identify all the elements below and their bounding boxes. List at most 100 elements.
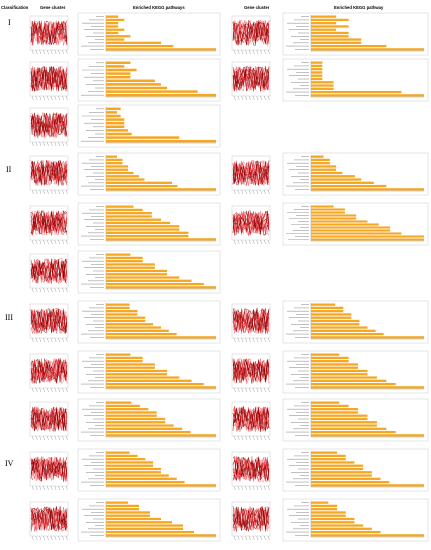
- cluster-line: [30, 508, 68, 531]
- cluster-tick: [54, 535, 57, 541]
- kegg-frame: [282, 152, 429, 196]
- cluster-frame: [231, 205, 271, 241]
- kegg-frame: [282, 350, 429, 394]
- gene-cluster-plot: [231, 303, 271, 343]
- cluster-tick: [39, 95, 42, 101]
- cluster-tick: [241, 387, 244, 393]
- cluster-tick: [46, 49, 49, 55]
- kegg-bar: [106, 484, 216, 487]
- kegg-bar: [106, 379, 192, 382]
- class-label-II: II: [6, 165, 12, 174]
- cluster-line: [232, 358, 270, 383]
- kegg-bar: [311, 451, 338, 454]
- cluster-tick: [39, 435, 42, 441]
- kegg-bar: [106, 118, 125, 121]
- kegg-bar: [106, 225, 180, 228]
- kegg-bar: [106, 28, 125, 31]
- kegg-bar: [106, 319, 146, 323]
- kegg-bar: [106, 269, 168, 273]
- cluster-tick: [248, 337, 251, 343]
- cluster-tick: [267, 239, 270, 245]
- panel-left-18: [29, 498, 221, 542]
- cluster-frame: [29, 303, 69, 339]
- gene-cluster-plot: [231, 401, 271, 441]
- cluster-tick: [237, 189, 240, 195]
- cluster-line: [30, 308, 68, 334]
- kegg-bar: [106, 184, 178, 188]
- kegg-bar: [311, 471, 372, 474]
- kegg-bar: [311, 61, 323, 64]
- gene-cluster-header-right: Gene cluster: [244, 5, 270, 10]
- kegg-bar: [311, 514, 346, 517]
- kegg-header-right: Enriched KEGG pathway: [334, 5, 384, 10]
- kegg-bar: [311, 356, 349, 360]
- cluster-tick: [31, 141, 34, 147]
- cluster-tick: [62, 141, 64, 147]
- kegg-bar: [106, 458, 146, 461]
- gene-cluster-plot: [231, 205, 271, 245]
- kegg-bar: [106, 22, 119, 25]
- cluster-line: [30, 457, 68, 480]
- kegg-bar: [106, 504, 139, 508]
- kegg-bar-chart: [77, 250, 221, 294]
- gene-cluster-plot: [29, 107, 69, 147]
- kegg-bar: [106, 366, 155, 369]
- cluster-frame: [29, 155, 69, 191]
- kegg-bar: [106, 253, 131, 256]
- kegg-bar: [311, 366, 359, 369]
- cluster-frame: [231, 401, 271, 437]
- kegg-bar: [311, 424, 377, 427]
- kegg-bar: [106, 25, 119, 28]
- kegg-bar: [311, 15, 337, 18]
- cluster-tick: [43, 189, 45, 195]
- kegg-bar: [106, 323, 154, 326]
- kegg-bar: [106, 41, 161, 44]
- cluster-tick: [39, 189, 42, 195]
- cluster-tick: [62, 485, 64, 491]
- cluster-tick: [233, 95, 236, 101]
- cluster-tick: [43, 239, 45, 245]
- kegg-bar-chart: [77, 58, 221, 102]
- cluster-tick: [252, 95, 255, 101]
- cluster-tick: [267, 387, 270, 393]
- kegg-bar: [311, 175, 355, 178]
- kegg-bar: [106, 386, 216, 389]
- cluster-tick: [58, 239, 61, 245]
- cluster-tick: [31, 95, 34, 101]
- cluster-line: [232, 210, 270, 235]
- cluster-tick: [241, 337, 244, 343]
- cluster-line: [232, 210, 270, 234]
- cluster-tick: [233, 535, 236, 541]
- kegg-bar: [311, 504, 338, 508]
- kegg-bar-chart: [77, 202, 221, 246]
- cluster-line: [31, 20, 68, 46]
- kegg-bar: [106, 382, 204, 386]
- cluster-tick: [248, 189, 251, 195]
- kegg-bar-chart: [77, 398, 221, 442]
- cluster-tick: [65, 287, 68, 293]
- kegg-bar: [106, 527, 183, 530]
- kegg-bar-chart: [282, 448, 429, 492]
- cluster-tick: [54, 49, 57, 55]
- kegg-bar-chart: [77, 104, 221, 148]
- cluster-tick: [260, 239, 263, 245]
- cluster-tick: [267, 435, 270, 441]
- cluster-line: [232, 66, 270, 92]
- kegg-bar: [106, 329, 169, 332]
- kegg-frame: [282, 300, 429, 344]
- kegg-bar: [106, 511, 150, 514]
- panel-right-15: [231, 398, 429, 442]
- kegg-bar: [106, 336, 216, 339]
- cluster-line: [30, 210, 68, 236]
- cluster-tick: [252, 435, 255, 441]
- kegg-bar: [106, 15, 119, 18]
- panel-right-13: [231, 350, 429, 394]
- cluster-tick: [35, 435, 38, 441]
- kegg-bar-chart: [282, 498, 429, 542]
- kegg-bar: [106, 86, 168, 90]
- cluster-tick: [252, 239, 255, 245]
- cluster-tick: [245, 189, 247, 195]
- cluster-line: [30, 508, 68, 532]
- cluster-line: [232, 407, 270, 430]
